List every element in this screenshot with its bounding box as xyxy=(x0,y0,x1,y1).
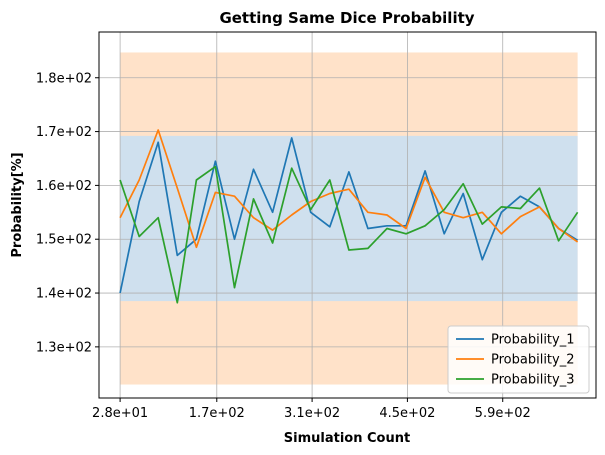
band-layer xyxy=(120,52,578,385)
legend-label-1: Probability_1 xyxy=(491,333,575,348)
y-axis-title: Probability[%] xyxy=(10,152,25,257)
plot-frame xyxy=(98,31,597,399)
x-tick-label: 1.7e+02 xyxy=(189,406,245,421)
y-tick-label: 1.5e+02 xyxy=(36,233,92,248)
x-axis: 2.8e+01 1.7e+02 3.1e+02 4.5e+02 5.9e+02 xyxy=(92,398,531,421)
grid-layer xyxy=(99,32,596,398)
legend: Probability_1 Probability_2 Probability_3 xyxy=(447,325,590,394)
x-tick-label: 3.1e+02 xyxy=(284,406,340,421)
chart-title: Getting Same Dice Probability xyxy=(219,9,474,27)
y-tick-label: 1.3e+02 xyxy=(36,340,92,355)
y-tick-label: 1.8e+02 xyxy=(36,71,92,86)
y-tick-label: 1.4e+02 xyxy=(36,287,92,302)
series-line-1 xyxy=(119,137,579,294)
series-layer xyxy=(119,129,579,304)
y-axis: 1.3e+02 1.4e+02 1.5e+02 1.6e+02 1.7e+02 1.8e+… xyxy=(36,71,99,355)
x-tick-label: 2.8e+01 xyxy=(92,406,148,421)
series-line-2 xyxy=(119,129,579,249)
x-tick-label: 4.5e+02 xyxy=(379,406,435,421)
legend-box xyxy=(447,325,590,394)
legend-label-2: Probability_2 xyxy=(491,353,575,368)
legend-label-3: Probability_3 xyxy=(491,373,575,388)
series-line-3 xyxy=(119,165,579,304)
confidence-band-2 xyxy=(120,135,578,302)
x-tick-label: 5.9e+02 xyxy=(475,406,531,421)
y-tick-label: 1.6e+02 xyxy=(36,179,92,194)
y-tick-label: 1.7e+02 xyxy=(36,125,92,140)
x-axis-title: Simulation Count xyxy=(284,431,410,446)
